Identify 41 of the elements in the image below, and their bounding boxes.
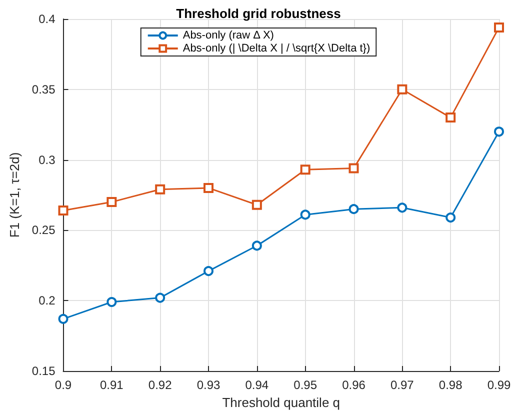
y-tick-label: 0.35 bbox=[32, 82, 56, 96]
x-tick-label: 0.9 bbox=[54, 378, 72, 392]
y-tick-label: 0.2 bbox=[38, 294, 56, 308]
x-tick-label: 0.96 bbox=[342, 378, 366, 392]
point bbox=[106, 197, 117, 208]
point bbox=[252, 200, 262, 210]
point bbox=[155, 292, 166, 303]
x-tick-label: 0.93 bbox=[196, 378, 221, 392]
y-tick-label: 0.4 bbox=[38, 12, 56, 26]
x-tick-label: 0.94 bbox=[245, 378, 269, 392]
x-tick-label: 0.99 bbox=[487, 378, 511, 392]
point bbox=[106, 297, 117, 308]
point bbox=[348, 204, 359, 214]
point bbox=[348, 163, 359, 174]
point bbox=[397, 84, 408, 94]
point bbox=[397, 202, 408, 213]
legend-label: Abs-only (raw Δ X) bbox=[182, 30, 274, 42]
point bbox=[494, 22, 504, 32]
y-tick-label: 0.25 bbox=[32, 223, 56, 238]
y-axis-title: F1 (K=1, τ=2d) bbox=[7, 152, 22, 238]
x-tick-label: 0.98 bbox=[438, 378, 463, 392]
point bbox=[155, 184, 166, 194]
x-tick-label: 0.92 bbox=[148, 378, 172, 392]
point bbox=[446, 212, 456, 223]
point bbox=[58, 314, 68, 324]
point bbox=[58, 205, 68, 216]
y-tick-label: 0.15 bbox=[32, 364, 56, 378]
point bbox=[252, 240, 262, 251]
x-tick-label: 0.95 bbox=[294, 378, 318, 392]
point bbox=[446, 112, 456, 123]
y-tick-label: 0.3 bbox=[38, 152, 56, 167]
chart-title: Threshold grid robustness bbox=[176, 6, 341, 21]
x-tick-label: 0.97 bbox=[390, 378, 414, 392]
x-tick-label: 0.91 bbox=[100, 378, 124, 392]
point bbox=[494, 126, 504, 137]
x-axis-title: Threshold quantile q bbox=[222, 394, 340, 410]
point bbox=[204, 266, 214, 276]
point bbox=[300, 164, 310, 175]
legend-label: Abs-only (| \Delta X | / \sqrt{X \Delta t}) bbox=[182, 42, 370, 54]
point bbox=[204, 182, 214, 193]
point bbox=[300, 210, 310, 220]
